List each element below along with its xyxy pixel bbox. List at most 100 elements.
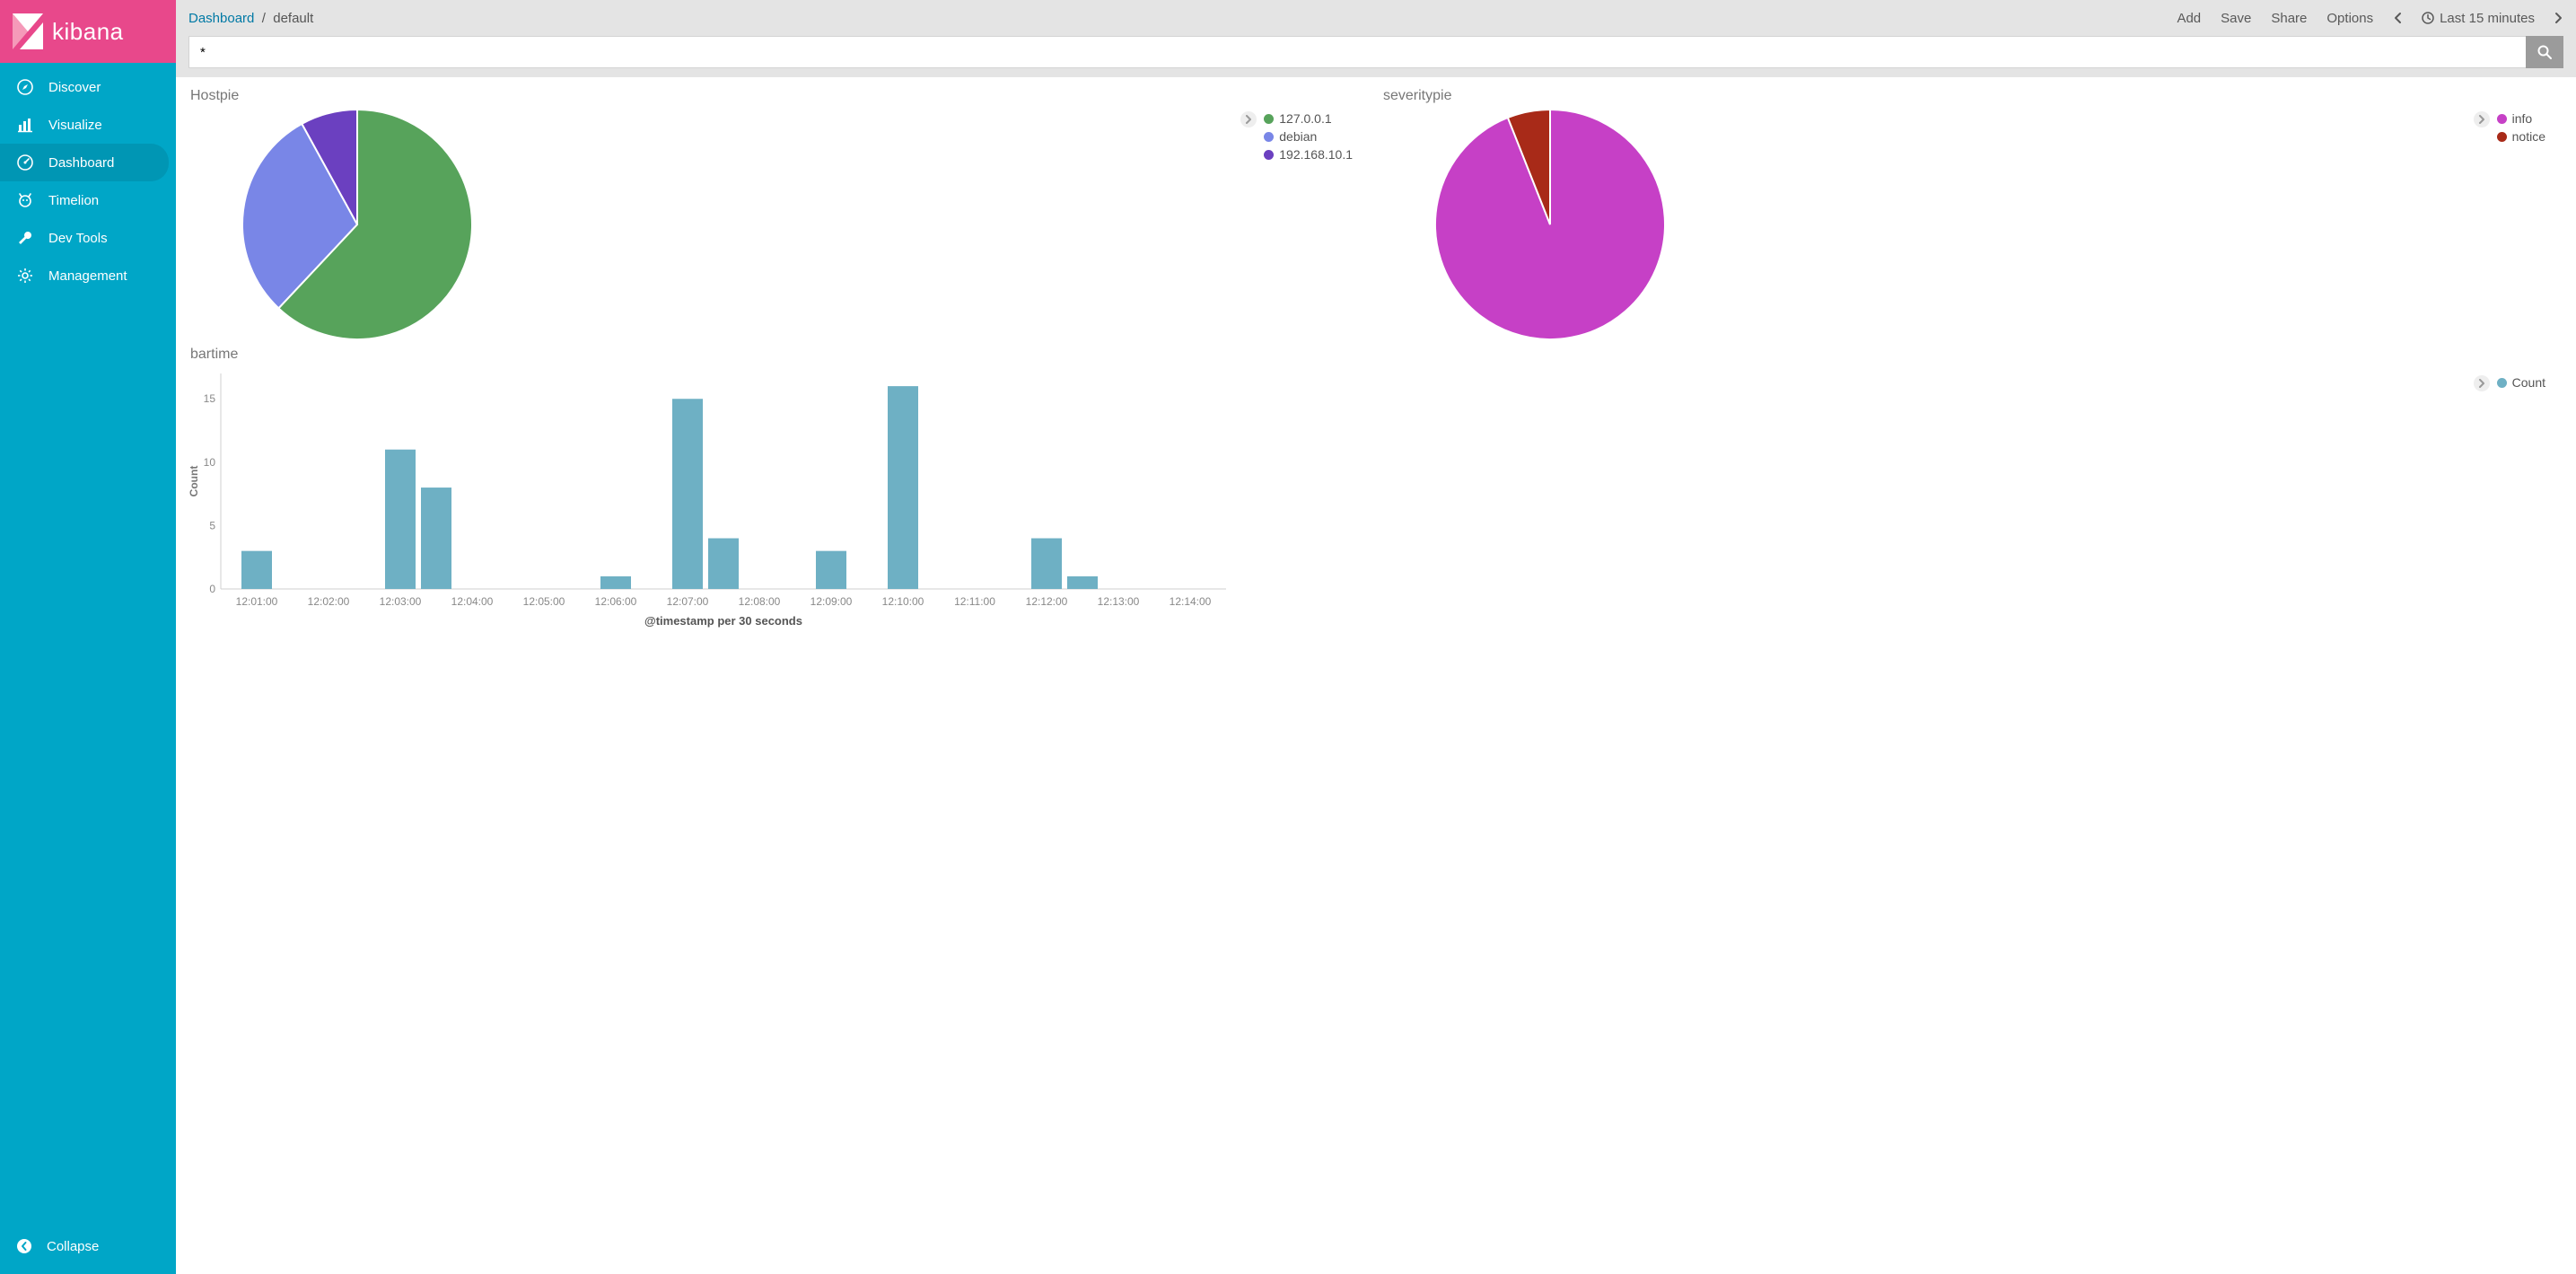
barchart-icon	[16, 116, 34, 134]
breadcrumb-current: default	[273, 11, 313, 26]
add-button[interactable]: Add	[2177, 11, 2201, 26]
legend-item[interactable]: notice	[2497, 129, 2545, 144]
bar[interactable]	[888, 386, 918, 589]
bar[interactable]	[600, 576, 631, 589]
time-prev-button[interactable]	[2393, 12, 2402, 24]
search-button[interactable]	[2526, 36, 2563, 68]
sidebar-item-management[interactable]: Management	[0, 257, 176, 294]
svg-text:12:05:00: 12:05:00	[523, 595, 565, 608]
bar[interactable]	[421, 488, 451, 589]
search-bar	[188, 36, 2563, 68]
bar[interactable]	[672, 399, 703, 589]
wrench-icon	[16, 229, 34, 247]
legend-item[interactable]: 192.168.10.1	[1264, 147, 1353, 162]
sidebar-item-label: Discover	[48, 80, 101, 95]
panel-hostpie: Hostpie 127.0.0.1debian192.168.10.1	[188, 84, 1371, 339]
legend-item[interactable]: Count	[2497, 375, 2545, 390]
bar[interactable]	[708, 539, 739, 589]
legend-label: Count	[2512, 375, 2545, 390]
sidebar: kibana Discover Visualize Dashboard Timelio…	[0, 0, 176, 1274]
legend-item[interactable]: 127.0.0.1	[1264, 111, 1353, 126]
hostpie-chart[interactable]	[188, 110, 472, 339]
svg-text:12:11:00: 12:11:00	[954, 595, 995, 608]
time-picker-label: Last 15 minutes	[2440, 11, 2535, 26]
bar[interactable]	[241, 551, 272, 589]
severitypie-legend: info notice	[2497, 111, 2545, 144]
topbar: Dashboard / default Add Save Share Optio…	[176, 0, 2576, 77]
gear-icon	[16, 267, 34, 285]
timelion-icon	[16, 191, 34, 209]
bar[interactable]	[1031, 539, 1062, 589]
bar[interactable]	[816, 551, 846, 589]
svg-text:12:03:00: 12:03:00	[380, 595, 422, 608]
svg-text:12:12:00: 12:12:00	[1026, 595, 1068, 608]
share-button[interactable]: Share	[2271, 11, 2307, 26]
main-content: Dashboard / default Add Save Share Optio…	[176, 0, 2576, 1274]
sidebar-item-visualize[interactable]: Visualize	[0, 106, 176, 144]
time-picker[interactable]: Last 15 minutes	[2422, 11, 2535, 26]
sidebar-item-timelion[interactable]: Timelion	[0, 181, 176, 219]
legend-label: 192.168.10.1	[1279, 147, 1353, 162]
clock-icon	[2422, 12, 2434, 24]
legend-color-icon	[1264, 132, 1274, 142]
time-next-button[interactable]	[2554, 12, 2563, 24]
panel-bartime: bartime 051015Count12:01:0012:02:0012:03…	[188, 343, 2563, 637]
sidebar-nav: Discover Visualize Dashboard Timelion Dev To…	[0, 63, 176, 1226]
svg-text:12:01:00: 12:01:00	[236, 595, 278, 608]
panel-title: bartime	[188, 343, 2563, 368]
breadcrumb-sep: /	[258, 11, 274, 26]
legend-item[interactable]: info	[2497, 111, 2545, 126]
svg-text:0: 0	[209, 583, 215, 595]
legend-item[interactable]: debian	[1264, 129, 1353, 144]
breadcrumb-root[interactable]: Dashboard	[188, 11, 254, 26]
gauge-icon	[16, 154, 34, 171]
legend-color-icon	[2497, 114, 2507, 124]
bar[interactable]	[385, 450, 416, 589]
legend-color-icon	[1264, 150, 1274, 160]
bartime-chart[interactable]: 051015Count12:01:0012:02:0012:03:0012:04…	[188, 368, 2474, 637]
legend-color-icon	[2497, 378, 2507, 388]
legend-label: info	[2512, 111, 2533, 126]
brand-logo[interactable]: kibana	[0, 0, 176, 63]
svg-text:@timestamp per 30 seconds: @timestamp per 30 seconds	[644, 614, 802, 628]
svg-text:12:14:00: 12:14:00	[1170, 595, 1212, 608]
sidebar-item-dashboard[interactable]: Dashboard	[0, 144, 169, 181]
severitypie-chart[interactable]	[1381, 110, 1665, 339]
sidebar-item-label: Visualize	[48, 118, 102, 133]
sidebar-item-label: Dev Tools	[48, 231, 108, 246]
legend-toggle[interactable]	[2474, 375, 2490, 391]
search-input[interactable]	[188, 36, 2526, 68]
sidebar-item-dev-tools[interactable]: Dev Tools	[0, 219, 176, 257]
sidebar-item-label: Timelion	[48, 193, 99, 208]
svg-text:12:10:00: 12:10:00	[882, 595, 924, 608]
collapse-label: Collapse	[47, 1239, 99, 1254]
bar[interactable]	[1067, 576, 1098, 589]
legend-toggle[interactable]	[1240, 111, 1257, 127]
panel-title: severitypie	[1381, 84, 2563, 110]
hostpie-legend: 127.0.0.1 debian 192.168.10.1	[1264, 111, 1353, 162]
bartime-legend: Count	[2497, 375, 2545, 390]
brand-name: kibana	[52, 18, 124, 46]
sidebar-item-discover[interactable]: Discover	[0, 68, 176, 106]
legend-label: 127.0.0.1	[1279, 111, 1331, 126]
kibana-logo-icon	[13, 13, 43, 49]
legend-color-icon	[2497, 132, 2507, 142]
options-button[interactable]: Options	[2326, 11, 2373, 26]
svg-text:12:09:00: 12:09:00	[810, 595, 853, 608]
sidebar-item-label: Dashboard	[48, 155, 114, 171]
collapse-button[interactable]: Collapse	[0, 1226, 176, 1274]
svg-text:15: 15	[204, 392, 216, 405]
svg-text:12:02:00: 12:02:00	[308, 595, 350, 608]
svg-text:Count: Count	[188, 466, 200, 497]
svg-text:12:04:00: 12:04:00	[451, 595, 494, 608]
topbar-actions: Add Save Share Options Last 15 minutes	[2177, 11, 2563, 26]
svg-text:5: 5	[209, 519, 215, 532]
svg-text:12:13:00: 12:13:00	[1098, 595, 1140, 608]
legend-toggle[interactable]	[2474, 111, 2490, 127]
search-icon	[2537, 45, 2552, 59]
breadcrumb: Dashboard / default	[188, 11, 313, 26]
svg-text:12:06:00: 12:06:00	[595, 595, 637, 608]
dashboard-body: Hostpie 127.0.0.1debian192.168.10.1 seve…	[176, 77, 2576, 1274]
panel-severitypie: severitypie info notice	[1381, 84, 2563, 339]
save-button[interactable]: Save	[2221, 11, 2251, 26]
